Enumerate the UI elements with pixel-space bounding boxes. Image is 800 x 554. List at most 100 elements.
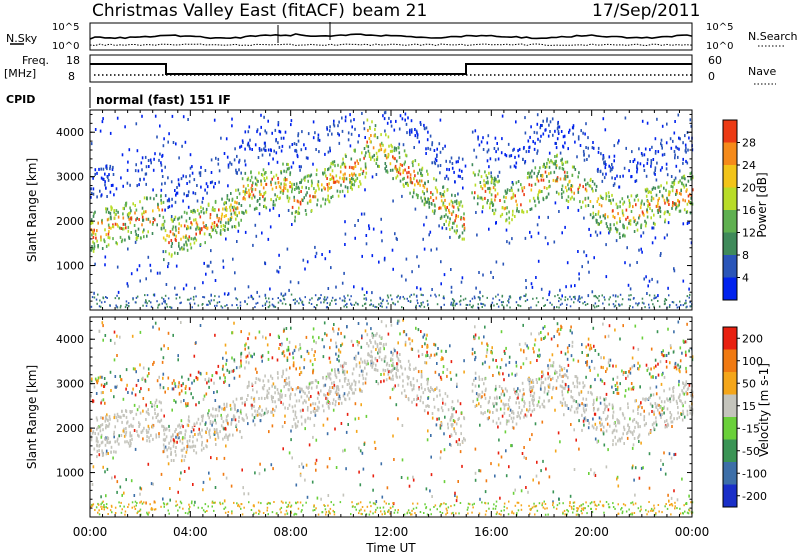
data-cell	[535, 474, 538, 478]
ground-cell	[680, 304, 682, 307]
data-cell	[538, 200, 540, 204]
data-cell	[656, 161, 658, 165]
data-cell	[455, 160, 458, 164]
ground-cell	[465, 303, 468, 306]
data-cell	[459, 402, 462, 406]
data-cell	[672, 350, 675, 354]
data-cell	[563, 177, 565, 181]
data-cell	[484, 196, 486, 200]
data-cell	[156, 379, 159, 383]
ground-cell	[417, 302, 419, 305]
data-cell	[224, 435, 226, 439]
data-cell	[533, 147, 536, 151]
data-cell	[184, 391, 187, 395]
data-cell	[477, 194, 479, 198]
data-cell	[272, 200, 275, 203]
data-cell	[268, 387, 271, 391]
data-cell	[254, 381, 257, 385]
data-cell	[167, 331, 170, 335]
data-cell	[505, 449, 507, 453]
data-cell	[511, 425, 514, 429]
data-cell	[185, 429, 187, 433]
data-cell	[263, 205, 265, 208]
ground-cell	[564, 299, 566, 302]
data-cell	[672, 185, 674, 189]
data-cell	[426, 354, 429, 357]
data-cell	[524, 413, 527, 417]
data-cell	[171, 253, 173, 257]
data-cell	[534, 204, 537, 208]
data-cell	[135, 218, 137, 222]
data-cell	[646, 215, 649, 219]
data-cell	[169, 487, 171, 490]
data-cell	[331, 386, 334, 389]
data-cell	[318, 392, 320, 396]
data-cell	[173, 379, 175, 383]
data-cell	[197, 432, 199, 436]
ground-cell	[423, 305, 426, 308]
data-cell	[547, 134, 550, 138]
data-cell	[323, 409, 325, 413]
data-cell	[304, 209, 307, 212]
data-cell	[326, 333, 328, 337]
data-cell	[427, 377, 429, 381]
data-cell	[460, 216, 462, 219]
ground-cell	[274, 306, 277, 308]
data-cell	[611, 166, 614, 170]
data-cell	[162, 425, 165, 429]
data-cell	[350, 183, 353, 187]
data-cell	[332, 329, 335, 333]
colorbar-tick-label: 24	[742, 159, 756, 172]
data-cell	[435, 423, 438, 427]
data-cell	[568, 344, 571, 347]
ground-cell	[618, 304, 621, 307]
data-cell	[395, 236, 398, 240]
data-cell	[135, 122, 138, 126]
data-cell	[232, 400, 235, 404]
data-cell	[174, 384, 177, 388]
data-cell	[194, 433, 196, 436]
data-cell	[549, 364, 552, 368]
data-cell	[297, 200, 300, 204]
data-cell	[587, 294, 590, 298]
data-cell	[215, 371, 217, 375]
data-cell	[184, 436, 186, 440]
data-cell	[474, 333, 477, 337]
colorbar-swatch	[723, 232, 737, 255]
data-cell	[224, 228, 226, 232]
data-cell	[90, 248, 93, 252]
data-cell	[366, 342, 368, 345]
data-cell	[506, 206, 508, 210]
data-cell	[145, 210, 147, 214]
data-cell	[185, 450, 188, 454]
data-cell	[316, 168, 318, 172]
data-cell	[519, 389, 521, 393]
data-cell	[672, 386, 675, 389]
data-cell	[171, 114, 174, 118]
data-cell	[338, 402, 340, 406]
data-cell	[145, 217, 148, 221]
data-cell	[573, 191, 575, 195]
data-cell	[526, 176, 529, 180]
data-cell	[291, 211, 293, 215]
data-cell	[419, 168, 421, 172]
data-cell	[365, 414, 368, 418]
data-cell	[490, 198, 493, 202]
data-cell	[561, 195, 563, 199]
data-cell	[426, 350, 428, 354]
data-cell	[142, 230, 144, 234]
ground-cell	[239, 304, 242, 307]
data-cell	[440, 377, 443, 381]
data-cell	[241, 139, 244, 143]
ground-cell	[317, 298, 319, 301]
data-cell	[457, 418, 459, 421]
data-cell	[130, 479, 133, 483]
data-cell	[303, 196, 305, 200]
ground-cell	[282, 295, 284, 298]
data-cell	[357, 185, 360, 189]
data-cell	[233, 211, 236, 215]
data-cell	[513, 164, 516, 168]
data-cell	[180, 431, 183, 435]
data-cell	[388, 144, 390, 148]
data-cell	[142, 376, 144, 380]
